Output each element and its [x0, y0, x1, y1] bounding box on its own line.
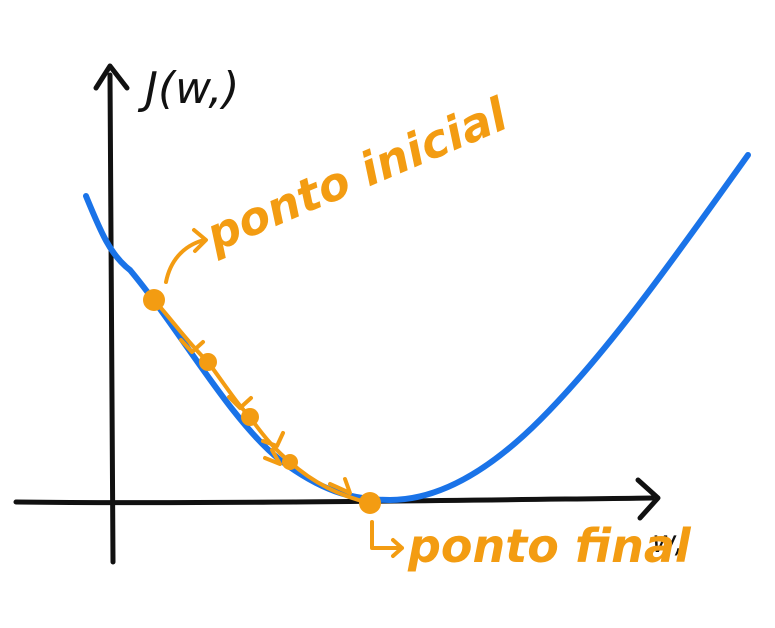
step-arrow-2 — [227, 395, 253, 410]
cost-curve — [83, 152, 751, 504]
descent-steps — [152, 298, 372, 505]
x-axis-line — [13, 495, 655, 506]
end-annotation: ponto final — [370, 519, 692, 573]
end-point — [359, 492, 381, 514]
step-point — [241, 408, 259, 426]
end-pointer-arrow — [370, 520, 404, 558]
axes — [13, 63, 661, 565]
y-axis-line — [107, 72, 116, 565]
start-pointer-arrow — [164, 228, 208, 284]
end-label: ponto final — [407, 519, 692, 573]
step-arrow-1 — [179, 338, 205, 354]
start-label: ponto inicial — [197, 87, 516, 263]
step-arrow-5 — [263, 448, 282, 466]
y-axis-arrowhead — [93, 63, 130, 91]
descent-path — [152, 298, 372, 505]
step-arrow-4 — [328, 477, 352, 495]
step-point — [282, 454, 298, 470]
start-point — [143, 289, 165, 311]
start-annotation: ponto inicial — [164, 87, 516, 284]
x-axis-label: w, — [652, 525, 684, 560]
step-point — [199, 353, 217, 371]
step-arrow-3 — [261, 431, 285, 448]
y-axis-label: J(w,) — [137, 63, 239, 114]
x-axis-arrowhead — [635, 477, 661, 521]
step-points — [143, 289, 381, 514]
